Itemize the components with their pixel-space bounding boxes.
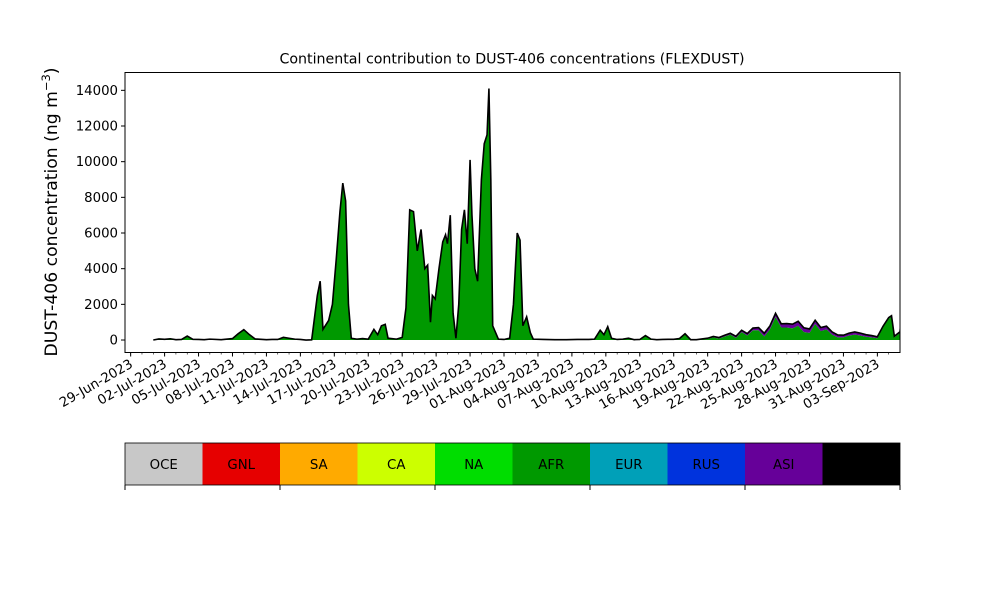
legend-swatch-asi [745, 443, 823, 485]
y-tick-label: 12000 [76, 120, 118, 135]
chart-title: Continental contribution to DUST-406 con… [279, 52, 744, 68]
legend-swatch-oce [125, 443, 203, 485]
legend-label-sa: SA [310, 458, 328, 473]
y-axis-label-group: DUST-406 concentration (ng m−3) [39, 67, 62, 356]
legend-label-na: NA [464, 458, 483, 473]
y-axis-label: DUST-406 concentration (ng m−3) [39, 67, 62, 356]
plot-frame [124, 72, 901, 353]
y-tick-label: 10000 [76, 155, 118, 170]
y-tick-label: 14000 [76, 84, 118, 99]
legend-swatch-aus [822, 443, 900, 485]
y-axis: 0 2000 4000 6000 8000 10000 12000 14000 [76, 84, 125, 349]
area-asi [153, 88, 900, 341]
legend-swatch-ca [357, 443, 435, 485]
y-tick-label: 2000 [84, 298, 118, 313]
y-tick-label: 8000 [84, 191, 118, 206]
legend-label-rus: RUS [693, 458, 720, 473]
y-axis-label-text: DUST-406 concentration (ng m [42, 91, 62, 356]
legend-swatch-sa [280, 443, 358, 485]
legend-swatch-na [435, 443, 513, 485]
y-tick-label: 4000 [84, 262, 118, 277]
y-tick-label: 6000 [84, 227, 118, 242]
legend-swatch-afr [512, 443, 590, 485]
x-axis: 29-Jun-202302-Jul-202305-Jul-202308-Jul-… [57, 352, 889, 413]
legend-swatch-eur [590, 443, 668, 485]
legend-label-asi: ASI [773, 458, 794, 473]
area-afr [153, 88, 900, 341]
legend-label-oce: OCE [150, 458, 178, 473]
plot-area [124, 72, 901, 353]
legend-colorbar: OCE GNL SA CA NA AFR EUR RUS ASI AUS [124, 442, 901, 490]
stacked-areas [153, 88, 900, 341]
y-tick-label: 0 [110, 334, 118, 349]
legend-label-ca: CA [387, 458, 405, 473]
legend-swatch-rus [667, 443, 745, 485]
legend-label-eur: EUR [615, 458, 642, 473]
total-outline [153, 88, 900, 341]
legend-swatch-gnl [202, 443, 280, 485]
y-axis-label-unit-exponent: −3 [39, 74, 53, 91]
legend-frame [124, 442, 901, 486]
legend-label-afr: AFR [538, 458, 564, 473]
legend-label-aus: AUS [848, 458, 875, 473]
y-axis-label-close: ) [42, 67, 62, 74]
legend-label-gnl: GNL [227, 458, 255, 473]
